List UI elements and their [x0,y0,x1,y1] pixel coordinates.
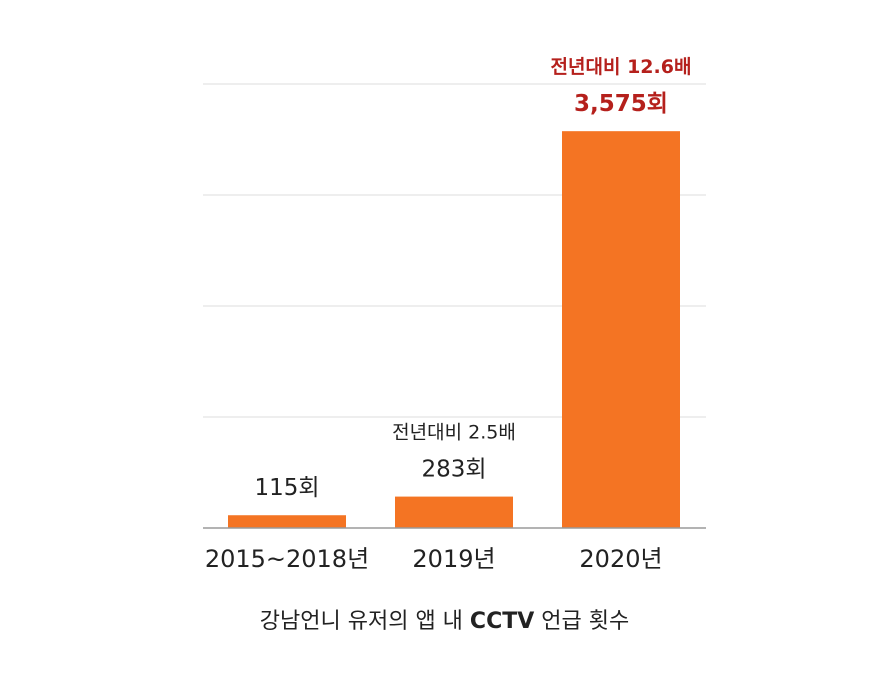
data-label: 115회 [254,475,319,501]
data-label: 283회 [421,457,486,483]
x-tick-label: 2020년 [579,545,662,573]
growth-annotation: 전년대비 2.5배 [392,422,516,444]
x-tick-label: 2015~2018년 [205,545,369,573]
bar [562,131,680,529]
bar [228,515,346,528]
bar-label-group: 283회 전년대비 2.5배 [392,422,516,483]
caption-text-after: 언급 횟수 [534,609,630,634]
data-label: 3,575회 [574,91,668,117]
bar [395,496,513,528]
bar-label-group: 115회 [254,475,319,501]
x-tick-label: 2019년 [412,545,495,573]
caption-text-bold: CCTV [469,609,535,634]
bar-chart: 115회 2015~2018년 283회 전년대비 2.5배 2019년 3,575회 전년… [203,56,706,573]
caption-text-before: 강남언니 유저의 앱 내 [259,609,470,634]
chart-caption: 강남언니 유저의 앱 내 CCTV 언급 횟수 [0,603,889,635]
growth-annotation: 전년대비 12.6배 [551,56,692,78]
bars [228,131,680,529]
bar-label-group: 3,575회 전년대비 12.6배 [551,56,692,117]
